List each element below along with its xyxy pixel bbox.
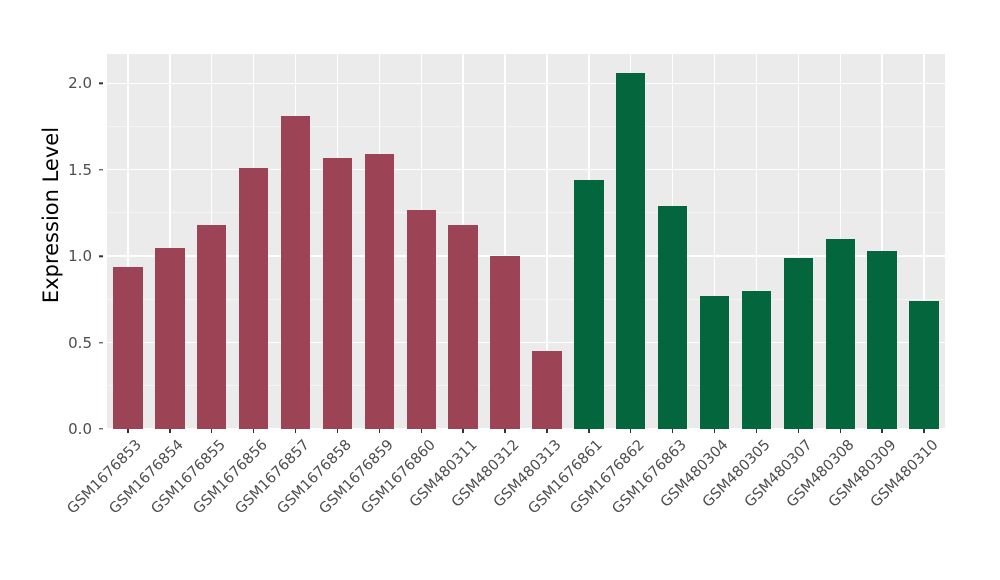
- x-axis-tick-mark: [881, 429, 883, 433]
- x-axis-tick-label: GSM1676861: [525, 437, 607, 518]
- bar: [867, 251, 897, 429]
- x-axis-tick-mark: [923, 429, 925, 433]
- x-axis-tick-mark: [797, 429, 800, 433]
- y-axis-tick-mark: [99, 341, 103, 344]
- y-axis-tick-label: 0.0: [68, 420, 92, 438]
- bar: [741, 290, 772, 429]
- gridline-major-vertical: [797, 54, 800, 429]
- bar: [197, 225, 227, 429]
- y-axis: 0.0 0.5 1.0 1.5 2.0: [0, 54, 103, 438]
- x-axis-tick-label: GSM1676862: [567, 437, 649, 518]
- bar: [155, 247, 185, 429]
- gridline-major-vertical: [881, 54, 883, 429]
- gridline-major-horizontal: [107, 169, 945, 171]
- x-axis-tick-mark: [630, 429, 632, 433]
- x-axis-tick-label: GSM1676853: [64, 437, 146, 518]
- gridline-major-vertical: [755, 54, 758, 429]
- gridline-major-vertical: [504, 54, 506, 429]
- x-axis-tick-mark: [420, 429, 422, 433]
- gridline-minor-horizontal: [107, 212, 945, 214]
- gridline-major-vertical: [713, 54, 716, 429]
- gridline-major-horizontal: [107, 82, 945, 85]
- bar: [113, 266, 143, 429]
- gridline-major-horizontal: [107, 255, 945, 257]
- x-axis-tick-mark: [169, 429, 171, 433]
- x-axis-tick-label: GSM1676857: [232, 437, 313, 518]
- bar: [322, 157, 353, 429]
- gridline-minor-horizontal: [107, 385, 945, 387]
- bar: [364, 154, 394, 429]
- x-axis: GSM1676853 GSM1676854 GSM1676855 GSM1676856…: [65, 429, 945, 580]
- x-axis-tick-mark: [127, 429, 129, 433]
- gridline-major-vertical: [169, 54, 171, 429]
- x-axis-tick-mark: [336, 429, 339, 433]
- x-axis-tick-mark: [504, 429, 506, 433]
- y-axis-tick-label: 2.0: [68, 74, 92, 93]
- bar: [783, 257, 813, 429]
- bar: [238, 168, 269, 429]
- plot-panel: [107, 54, 945, 429]
- gridline-minor-horizontal: [107, 126, 945, 128]
- x-axis-tick-label: GSM1676855: [148, 437, 230, 518]
- bar: [532, 351, 562, 429]
- x-axis-tick-label: GSM1676856: [190, 437, 271, 518]
- x-axis-tick-label: GSM1676854: [106, 437, 188, 518]
- bar: [699, 295, 730, 429]
- x-axis-tick-mark: [252, 429, 255, 433]
- x-axis-tick-mark: [713, 429, 716, 433]
- x-axis-tick-mark: [378, 429, 381, 433]
- bar: [616, 73, 646, 429]
- y-axis-tick-label: 1.5: [68, 160, 92, 179]
- bar: [406, 209, 436, 429]
- bar: [280, 116, 311, 429]
- x-axis-tick-label: GSM1676860: [358, 437, 439, 518]
- gridline-minor-horizontal: [107, 298, 945, 300]
- x-axis-tick-mark: [588, 429, 590, 433]
- y-axis-tick-mark: [99, 82, 103, 85]
- y-axis-tick-label: 1.0: [68, 247, 92, 266]
- bar: [448, 225, 478, 429]
- y-axis-tick-mark: [99, 169, 103, 171]
- x-axis-tick-mark: [839, 429, 841, 433]
- x-axis-tick-mark: [211, 429, 213, 433]
- bar: [825, 238, 855, 429]
- x-axis-tick-mark: [462, 429, 464, 433]
- x-axis-tick-mark: [294, 429, 297, 433]
- y-axis-tick-mark: [99, 428, 103, 430]
- gridline-major-vertical: [923, 54, 925, 429]
- x-axis-tick-label: GSM1676859: [316, 437, 397, 518]
- x-axis-tick-mark: [755, 429, 758, 433]
- x-axis-tick-mark: [546, 429, 548, 433]
- bar: [574, 180, 604, 429]
- bar: [490, 256, 520, 429]
- gridline-major-horizontal: [107, 428, 945, 429]
- y-axis-tick-mark: [99, 255, 103, 257]
- y-axis-tick-label: 0.5: [68, 333, 92, 352]
- bar: [657, 206, 688, 429]
- x-axis-tick-label: GSM1676863: [609, 437, 690, 518]
- x-axis-tick-mark: [671, 429, 674, 433]
- gridline-major-horizontal: [107, 341, 945, 344]
- gridline-major-vertical: [546, 54, 548, 429]
- gridline-major-vertical: [127, 54, 129, 429]
- x-axis-tick-label: GSM1676858: [274, 437, 355, 518]
- bar: [909, 301, 939, 429]
